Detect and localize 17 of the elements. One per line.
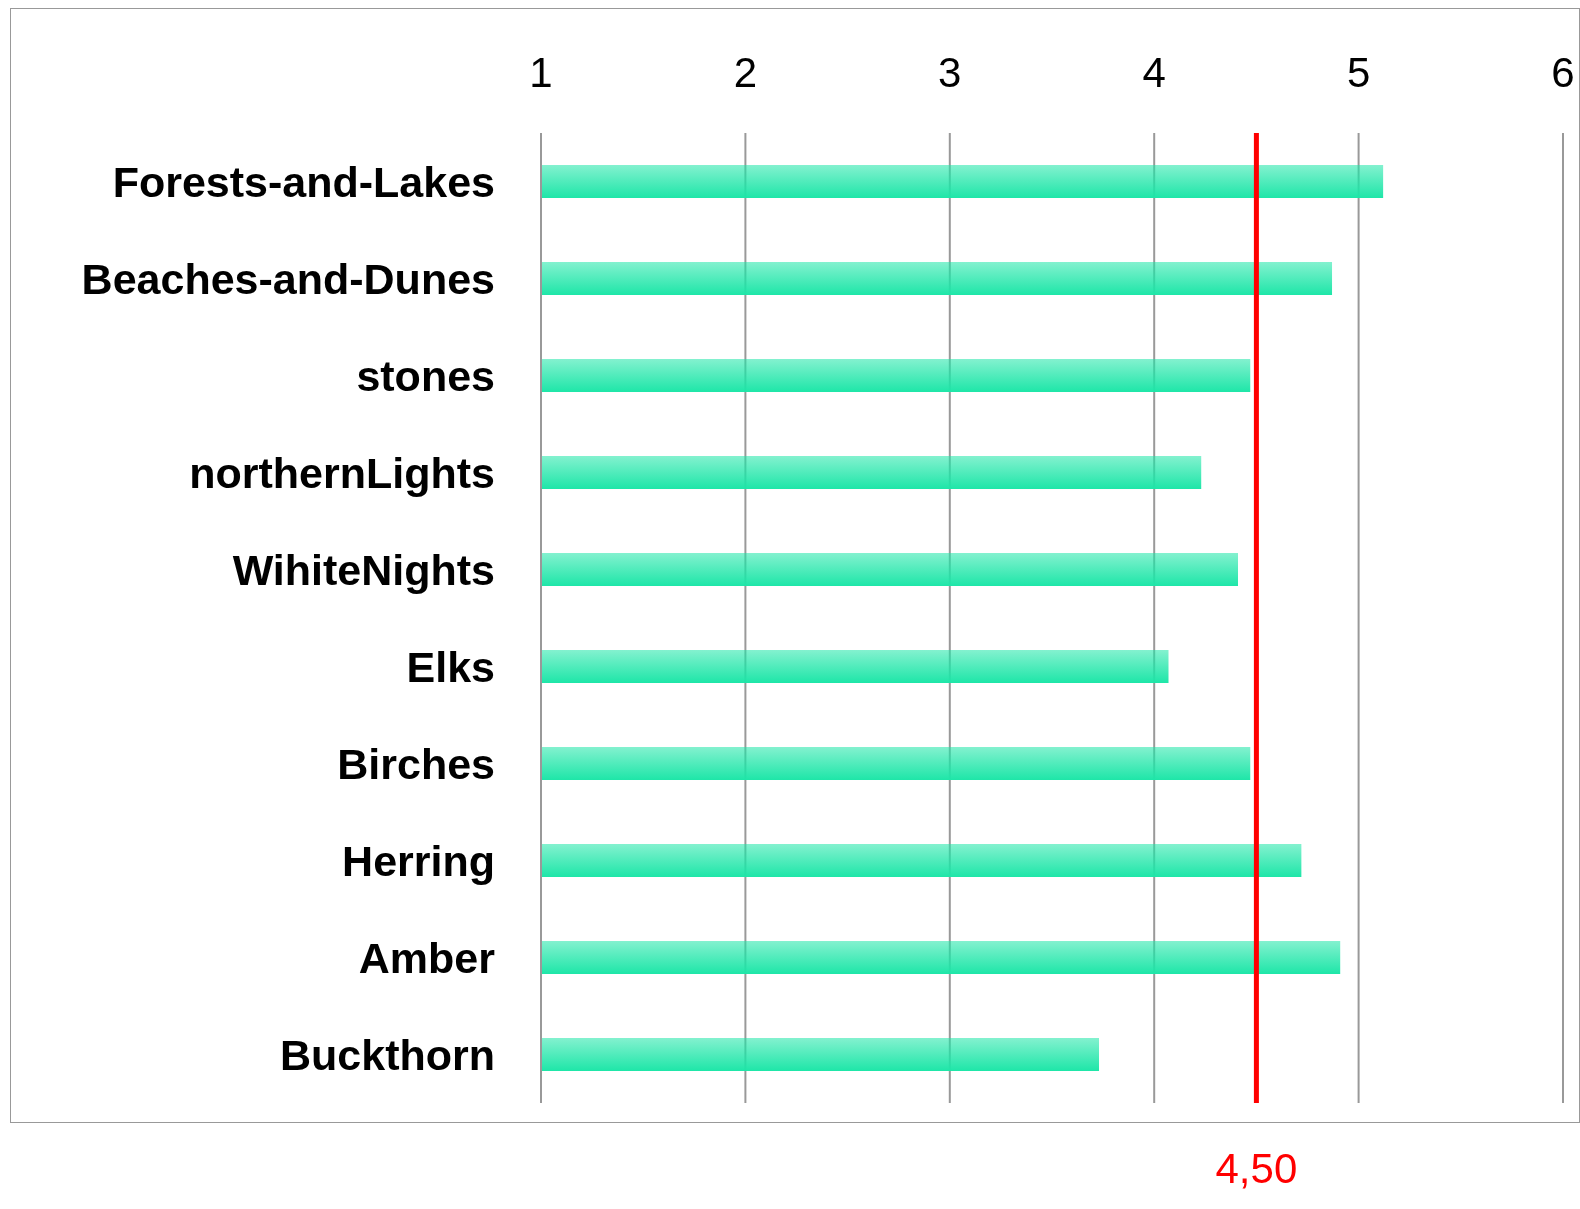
x-tick-label: 2 [733, 49, 758, 96]
y-tick-label: Forests-and-Lakes [112, 157, 495, 206]
y-tick-label: Buckthorn [280, 1030, 495, 1079]
y-tick-label: Amber [358, 933, 496, 982]
y-tick-label: Beaches-and-Dunes [81, 254, 495, 303]
x-tick-label: 3 [938, 49, 962, 96]
y-tick-label: stones [356, 351, 495, 400]
ref-line-label: 4,50 [1215, 1144, 1298, 1192]
y-tick-label: northernLights [189, 448, 495, 497]
x-tick-label: 1 [529, 49, 553, 96]
x-tick-label: 6 [1551, 49, 1575, 96]
y-tick-label: Elks [406, 642, 495, 691]
y-tick-label: WihiteNights [232, 545, 495, 594]
y-tick-label: Birches [337, 739, 495, 788]
x-tick-label: 4 [1142, 49, 1166, 96]
y-tick-label: Herring [342, 836, 495, 885]
x-tick-label: 5 [1346, 49, 1371, 96]
